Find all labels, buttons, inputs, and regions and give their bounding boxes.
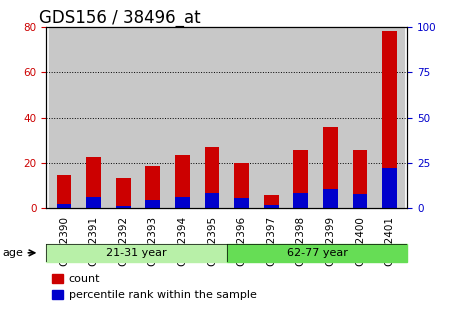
Bar [264, 205, 279, 208]
Bar [56, 175, 71, 208]
Bar [353, 151, 368, 208]
Bar [175, 155, 190, 208]
Bar [382, 31, 397, 208]
Bar [205, 193, 219, 208]
Bar [86, 197, 101, 208]
Bar [175, 198, 190, 208]
Bar [345, 27, 375, 208]
Bar [375, 27, 405, 208]
Bar [205, 147, 219, 208]
Bar [257, 27, 286, 208]
Bar [197, 27, 227, 208]
Bar [108, 27, 138, 208]
Bar [264, 195, 279, 208]
Bar [353, 194, 368, 208]
Bar [168, 27, 197, 208]
Bar [79, 27, 108, 208]
Legend: count, percentile rank within the sample: count, percentile rank within the sample [52, 275, 257, 300]
Text: GDS156 / 38496_at: GDS156 / 38496_at [39, 9, 200, 27]
Bar [46, 244, 227, 262]
Bar [145, 166, 160, 208]
Bar [323, 189, 338, 208]
Bar [316, 27, 345, 208]
Text: 62-77 year: 62-77 year [287, 248, 348, 258]
Bar [86, 157, 101, 208]
Text: 21-31 year: 21-31 year [106, 248, 167, 258]
Bar [294, 193, 308, 208]
Bar [234, 163, 249, 208]
Bar [294, 151, 308, 208]
Bar [382, 168, 397, 208]
Bar [116, 206, 131, 208]
Text: age: age [2, 248, 23, 258]
Bar [116, 178, 131, 208]
Bar [145, 200, 160, 208]
Bar [234, 198, 249, 208]
Bar [323, 127, 338, 208]
Bar [49, 27, 79, 208]
Bar [138, 27, 168, 208]
Bar [227, 27, 257, 208]
Bar [56, 204, 71, 208]
Bar [286, 27, 316, 208]
Bar [227, 244, 407, 262]
